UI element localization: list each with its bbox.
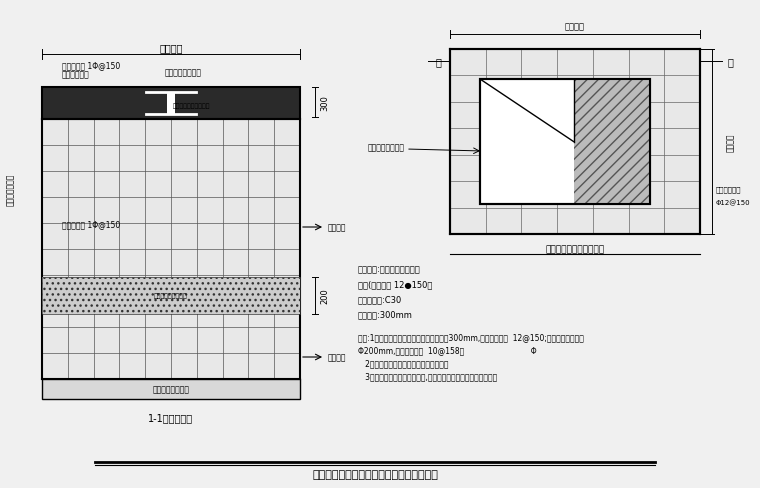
Text: 板下室第二层底板: 板下室第二层底板 <box>153 385 189 394</box>
Text: 配双层双向 1Φ@150: 配双层双向 1Φ@150 <box>62 220 120 229</box>
Text: 施工电梯预埋基础: 施工电梯预埋基础 <box>165 68 202 77</box>
Bar <box>42 278 300 314</box>
Text: 回填钢管: 回填钢管 <box>328 223 347 232</box>
Text: 配双层双向 1Φ@150: 配双层双向 1Φ@150 <box>62 61 120 70</box>
Text: 配筋双层双向: 配筋双层双向 <box>716 186 742 193</box>
Bar <box>574 80 650 204</box>
Text: 基础尺寸:负一层顶板的尺寸: 基础尺寸:负一层顶板的尺寸 <box>358 265 421 274</box>
Text: 二: 二 <box>435 57 441 67</box>
Text: 1-1剖面大样图: 1-1剖面大样图 <box>148 412 194 422</box>
Text: 300: 300 <box>321 95 330 111</box>
Bar <box>450 50 700 235</box>
Bar <box>42 278 300 314</box>
Text: 板的长度: 板的长度 <box>160 43 182 53</box>
Bar <box>42 88 300 120</box>
Text: 3、若施工电梯基础坐落架上,相邻两块板都要用相帽加强处理。: 3、若施工电梯基础坐落架上,相邻两块板都要用相帽加强处理。 <box>358 372 497 381</box>
Text: 回填钢管: 回填钢管 <box>328 353 347 362</box>
Text: 施工电梯基础: 施工电梯基础 <box>62 70 90 80</box>
Text: 一: 一 <box>727 57 733 67</box>
Text: 施工电梯基础平面示意图: 施工电梯基础平面示意图 <box>546 245 604 254</box>
Text: 断断下室第一层底板: 断断下室第一层底板 <box>154 293 188 298</box>
Text: 施工电梯下室架构结构: 施工电梯下室架构结构 <box>173 103 210 108</box>
Text: 施工电梯预埋基础: 施工电梯预埋基础 <box>368 143 405 152</box>
Bar <box>42 379 300 399</box>
Bar <box>480 80 650 204</box>
Bar <box>42 120 300 379</box>
Text: Φ12@150: Φ12@150 <box>716 200 751 206</box>
Text: 混凝土强度:C30: 混凝土强度:C30 <box>358 295 402 304</box>
Text: 板的长度: 板的长度 <box>565 22 585 31</box>
Bar <box>167 93 175 115</box>
Text: 配筋(双层双向 12●150）: 配筋(双层双向 12●150） <box>358 280 432 289</box>
Text: 200: 200 <box>321 288 330 304</box>
Text: 板的厚度: 板的厚度 <box>726 133 734 151</box>
Text: 建筑结构加厚作为人货梯基础浇筑做法详图: 建筑结构加厚作为人货梯基础浇筑做法详图 <box>312 469 438 479</box>
Text: 说明:1、人货梯基础位置的顶板厚度加厚为300mm,钢筋双层双向  12@150;负一层底板加厚为: 说明:1、人货梯基础位置的顶板厚度加厚为300mm,钢筋双层双向 12@150;… <box>358 333 584 342</box>
Text: 2、人防区负一层底板板厚和钢筋不变。: 2、人防区负一层底板板厚和钢筋不变。 <box>358 359 448 368</box>
Text: Φ200mm,钢筋双层双向  10@158；                            Φ: Φ200mm,钢筋双层双向 10@158； Φ <box>358 346 537 355</box>
Bar <box>480 80 650 204</box>
Text: 混凝土支撑柱杆: 混凝土支撑柱杆 <box>5 173 14 206</box>
Text: 基础厚度:300mm: 基础厚度:300mm <box>358 310 413 319</box>
